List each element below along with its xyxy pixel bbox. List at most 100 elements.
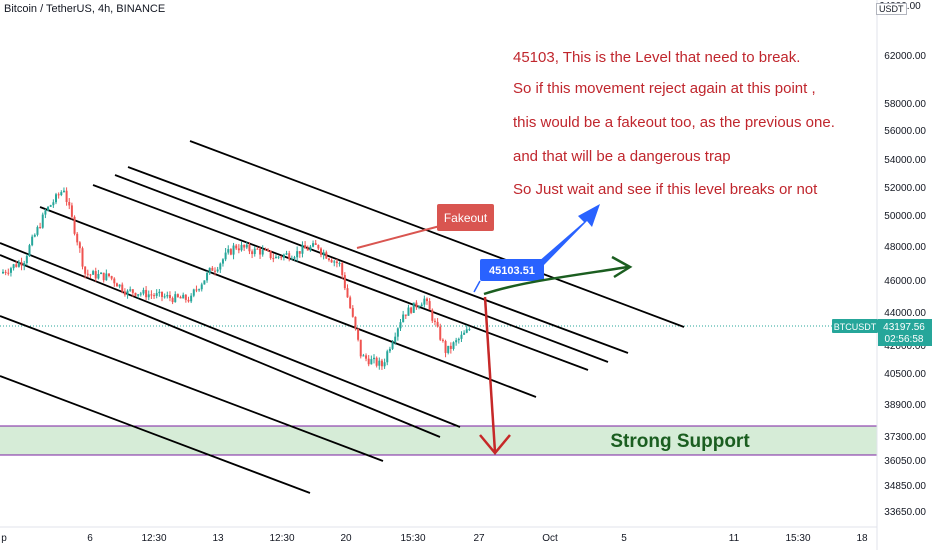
candle-body-128 xyxy=(341,263,344,276)
candle-body-32 xyxy=(86,273,89,275)
candle-body-5 xyxy=(15,264,18,267)
candle-body-152 xyxy=(404,314,407,316)
time-tick-3: 13 xyxy=(212,533,224,544)
candle-body-151 xyxy=(402,314,405,323)
candle-body-17 xyxy=(47,206,50,211)
candle-body-63 xyxy=(168,295,171,299)
candle-body-2 xyxy=(7,272,10,274)
price-tick-11: 38900.00 xyxy=(884,400,926,411)
candle-body-113 xyxy=(301,245,304,254)
candle-body-119 xyxy=(317,244,320,249)
candle-body-61 xyxy=(163,296,166,298)
candle-body-23 xyxy=(62,190,65,193)
candle-body-73 xyxy=(195,289,198,291)
last-price-label: 43197.56 xyxy=(883,322,925,333)
candle-body-6 xyxy=(17,262,20,267)
candle-body-27 xyxy=(73,216,76,234)
candle-body-156 xyxy=(415,302,418,308)
candle-body-111 xyxy=(296,251,299,258)
price-tick-7: 46000.00 xyxy=(884,276,926,287)
time-tick-12: 18 xyxy=(856,533,868,544)
candle-body-121 xyxy=(322,252,325,255)
candle-body-28 xyxy=(76,233,79,243)
candle-body-155 xyxy=(412,302,415,313)
candle-body-39 xyxy=(105,273,108,281)
candle-body-0 xyxy=(2,271,4,274)
candle-body-24 xyxy=(65,190,68,203)
fakeout-label: Fakeout xyxy=(444,211,488,225)
candle-body-25 xyxy=(68,202,71,206)
time-tick-6: 15:30 xyxy=(400,533,425,544)
candle-body-167 xyxy=(444,341,447,353)
candle-body-158 xyxy=(420,304,423,307)
candle-body-175 xyxy=(465,329,468,333)
candle-body-1 xyxy=(4,271,7,273)
candle-body-120 xyxy=(320,248,322,255)
green-arrow-head xyxy=(611,255,633,279)
candle-body-19 xyxy=(52,202,55,206)
candle-body-140 xyxy=(373,357,375,360)
candle-body-127 xyxy=(338,263,341,265)
candle-body-144 xyxy=(383,362,386,367)
candle-body-146 xyxy=(388,348,391,352)
trend-line-6 xyxy=(0,242,461,428)
candle-body-91 xyxy=(243,244,246,248)
candle-body-173 xyxy=(460,334,463,339)
candle-body-76 xyxy=(203,280,206,285)
candle-body-62 xyxy=(166,295,169,297)
time-tick-8: Oct xyxy=(542,533,558,544)
candle-body-77 xyxy=(206,272,209,281)
candle-body-153 xyxy=(407,307,410,316)
price-tick-12: 37300.00 xyxy=(884,432,926,443)
candle-body-72 xyxy=(192,289,195,296)
candle-body-108 xyxy=(288,253,291,260)
note-line-2: So if this movement reject again at this… xyxy=(513,80,816,97)
candle-body-133 xyxy=(354,316,357,329)
note-line-1: 45103, This is the Level that need to br… xyxy=(513,49,801,66)
candle-body-70 xyxy=(187,299,190,302)
candle-body-122 xyxy=(325,252,328,259)
candle-body-99 xyxy=(264,249,267,251)
candle-body-88 xyxy=(235,245,238,249)
candle-body-115 xyxy=(306,248,309,251)
level-label-box xyxy=(480,259,544,281)
candle-body-33 xyxy=(89,274,92,276)
note-line-5: So Just wait and see if this level break… xyxy=(513,181,818,198)
level-pointer xyxy=(473,280,481,293)
candle-body-18 xyxy=(49,205,52,207)
candle-body-176 xyxy=(468,329,471,331)
candle-body-83 xyxy=(221,259,224,264)
countdown-label: 02:56:58 xyxy=(885,334,924,345)
price-tick-8: 44000.00 xyxy=(884,308,926,319)
candle-body-130 xyxy=(346,288,349,298)
currency-badge[interactable]: USDT xyxy=(876,3,907,15)
candle-body-68 xyxy=(182,294,185,299)
candle-body-49 xyxy=(131,289,134,293)
candle-body-35 xyxy=(94,271,97,279)
candle-body-160 xyxy=(426,298,428,302)
candle-body-89 xyxy=(237,248,240,251)
price-tick-6: 48000.00 xyxy=(884,242,926,253)
time-axis-ticks: p 6 12:30 13 12:30 20 15:30 27 Oct 5 11 15:30 18 xyxy=(1,533,868,544)
price-tick-14: 34850.00 xyxy=(884,481,926,492)
price-tick-9: 42000.00 xyxy=(884,341,926,352)
candle-body-48 xyxy=(129,289,132,291)
candle-body-92 xyxy=(245,244,248,248)
candle-body-163 xyxy=(433,320,436,322)
time-tick-9: 5 xyxy=(621,533,627,544)
support-label: Strong Support xyxy=(610,431,750,452)
trend-lines xyxy=(0,140,685,494)
candle-body-57 xyxy=(153,295,156,297)
candle-body-86 xyxy=(229,249,232,255)
candle-body-38 xyxy=(102,272,105,281)
candle-body-145 xyxy=(386,351,389,363)
candle-body-50 xyxy=(134,292,137,296)
candle-body-116 xyxy=(309,246,312,251)
candle-body-42 xyxy=(113,278,116,284)
trend-line-7 xyxy=(0,254,441,438)
price-tick-15: 33650.00 xyxy=(884,507,926,518)
candle-body-136 xyxy=(362,355,365,357)
time-tick-5: 20 xyxy=(340,533,352,544)
last-price-badge xyxy=(878,319,932,346)
